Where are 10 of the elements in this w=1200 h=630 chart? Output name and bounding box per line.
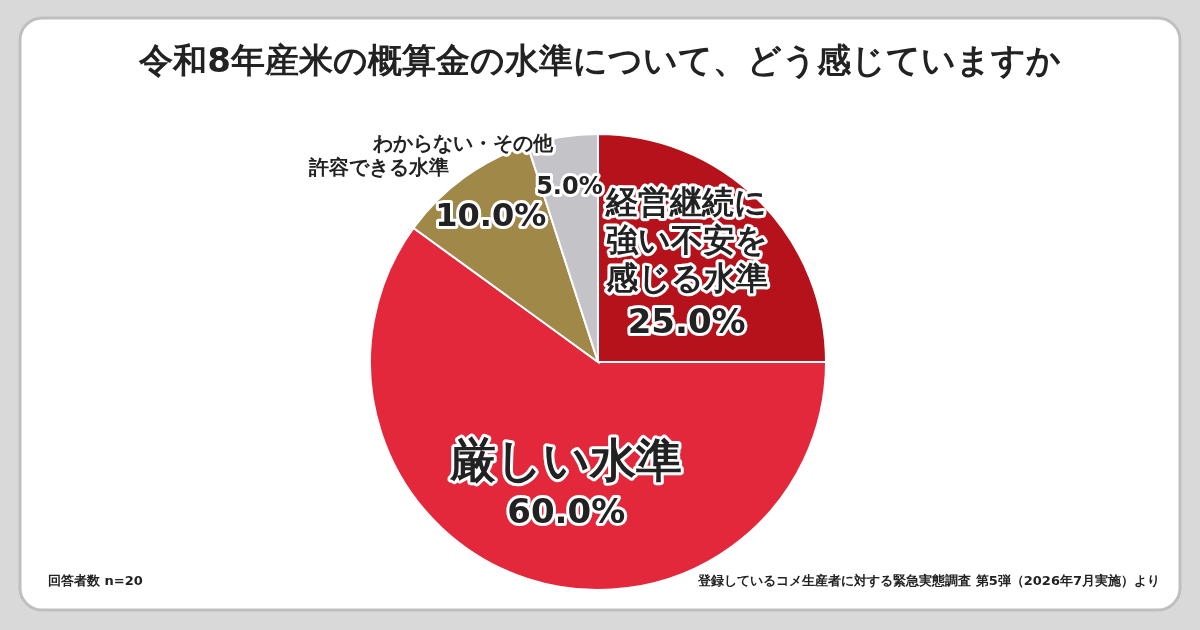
data-label: 10.0% xyxy=(435,196,547,235)
slice-label: 許容できる水準 xyxy=(308,155,450,180)
data-label: 25.0% xyxy=(627,301,746,342)
text: 登録しているコメ生産者に対する緊急実態調査 第5弾（2026年7月実施）より xyxy=(697,573,1160,588)
data-label: 60.0% xyxy=(507,490,626,531)
slice-label: わからない・その他 xyxy=(371,130,554,155)
chart-title: 令和8年産米の概算金の水準について、どう感じていますか xyxy=(138,40,1061,80)
slice-label: 経営継続に強い不安を感じる水準 xyxy=(604,182,768,297)
slice-label: 厳しい水準 xyxy=(449,432,683,487)
text: 回答者数 n=20 xyxy=(48,573,143,588)
